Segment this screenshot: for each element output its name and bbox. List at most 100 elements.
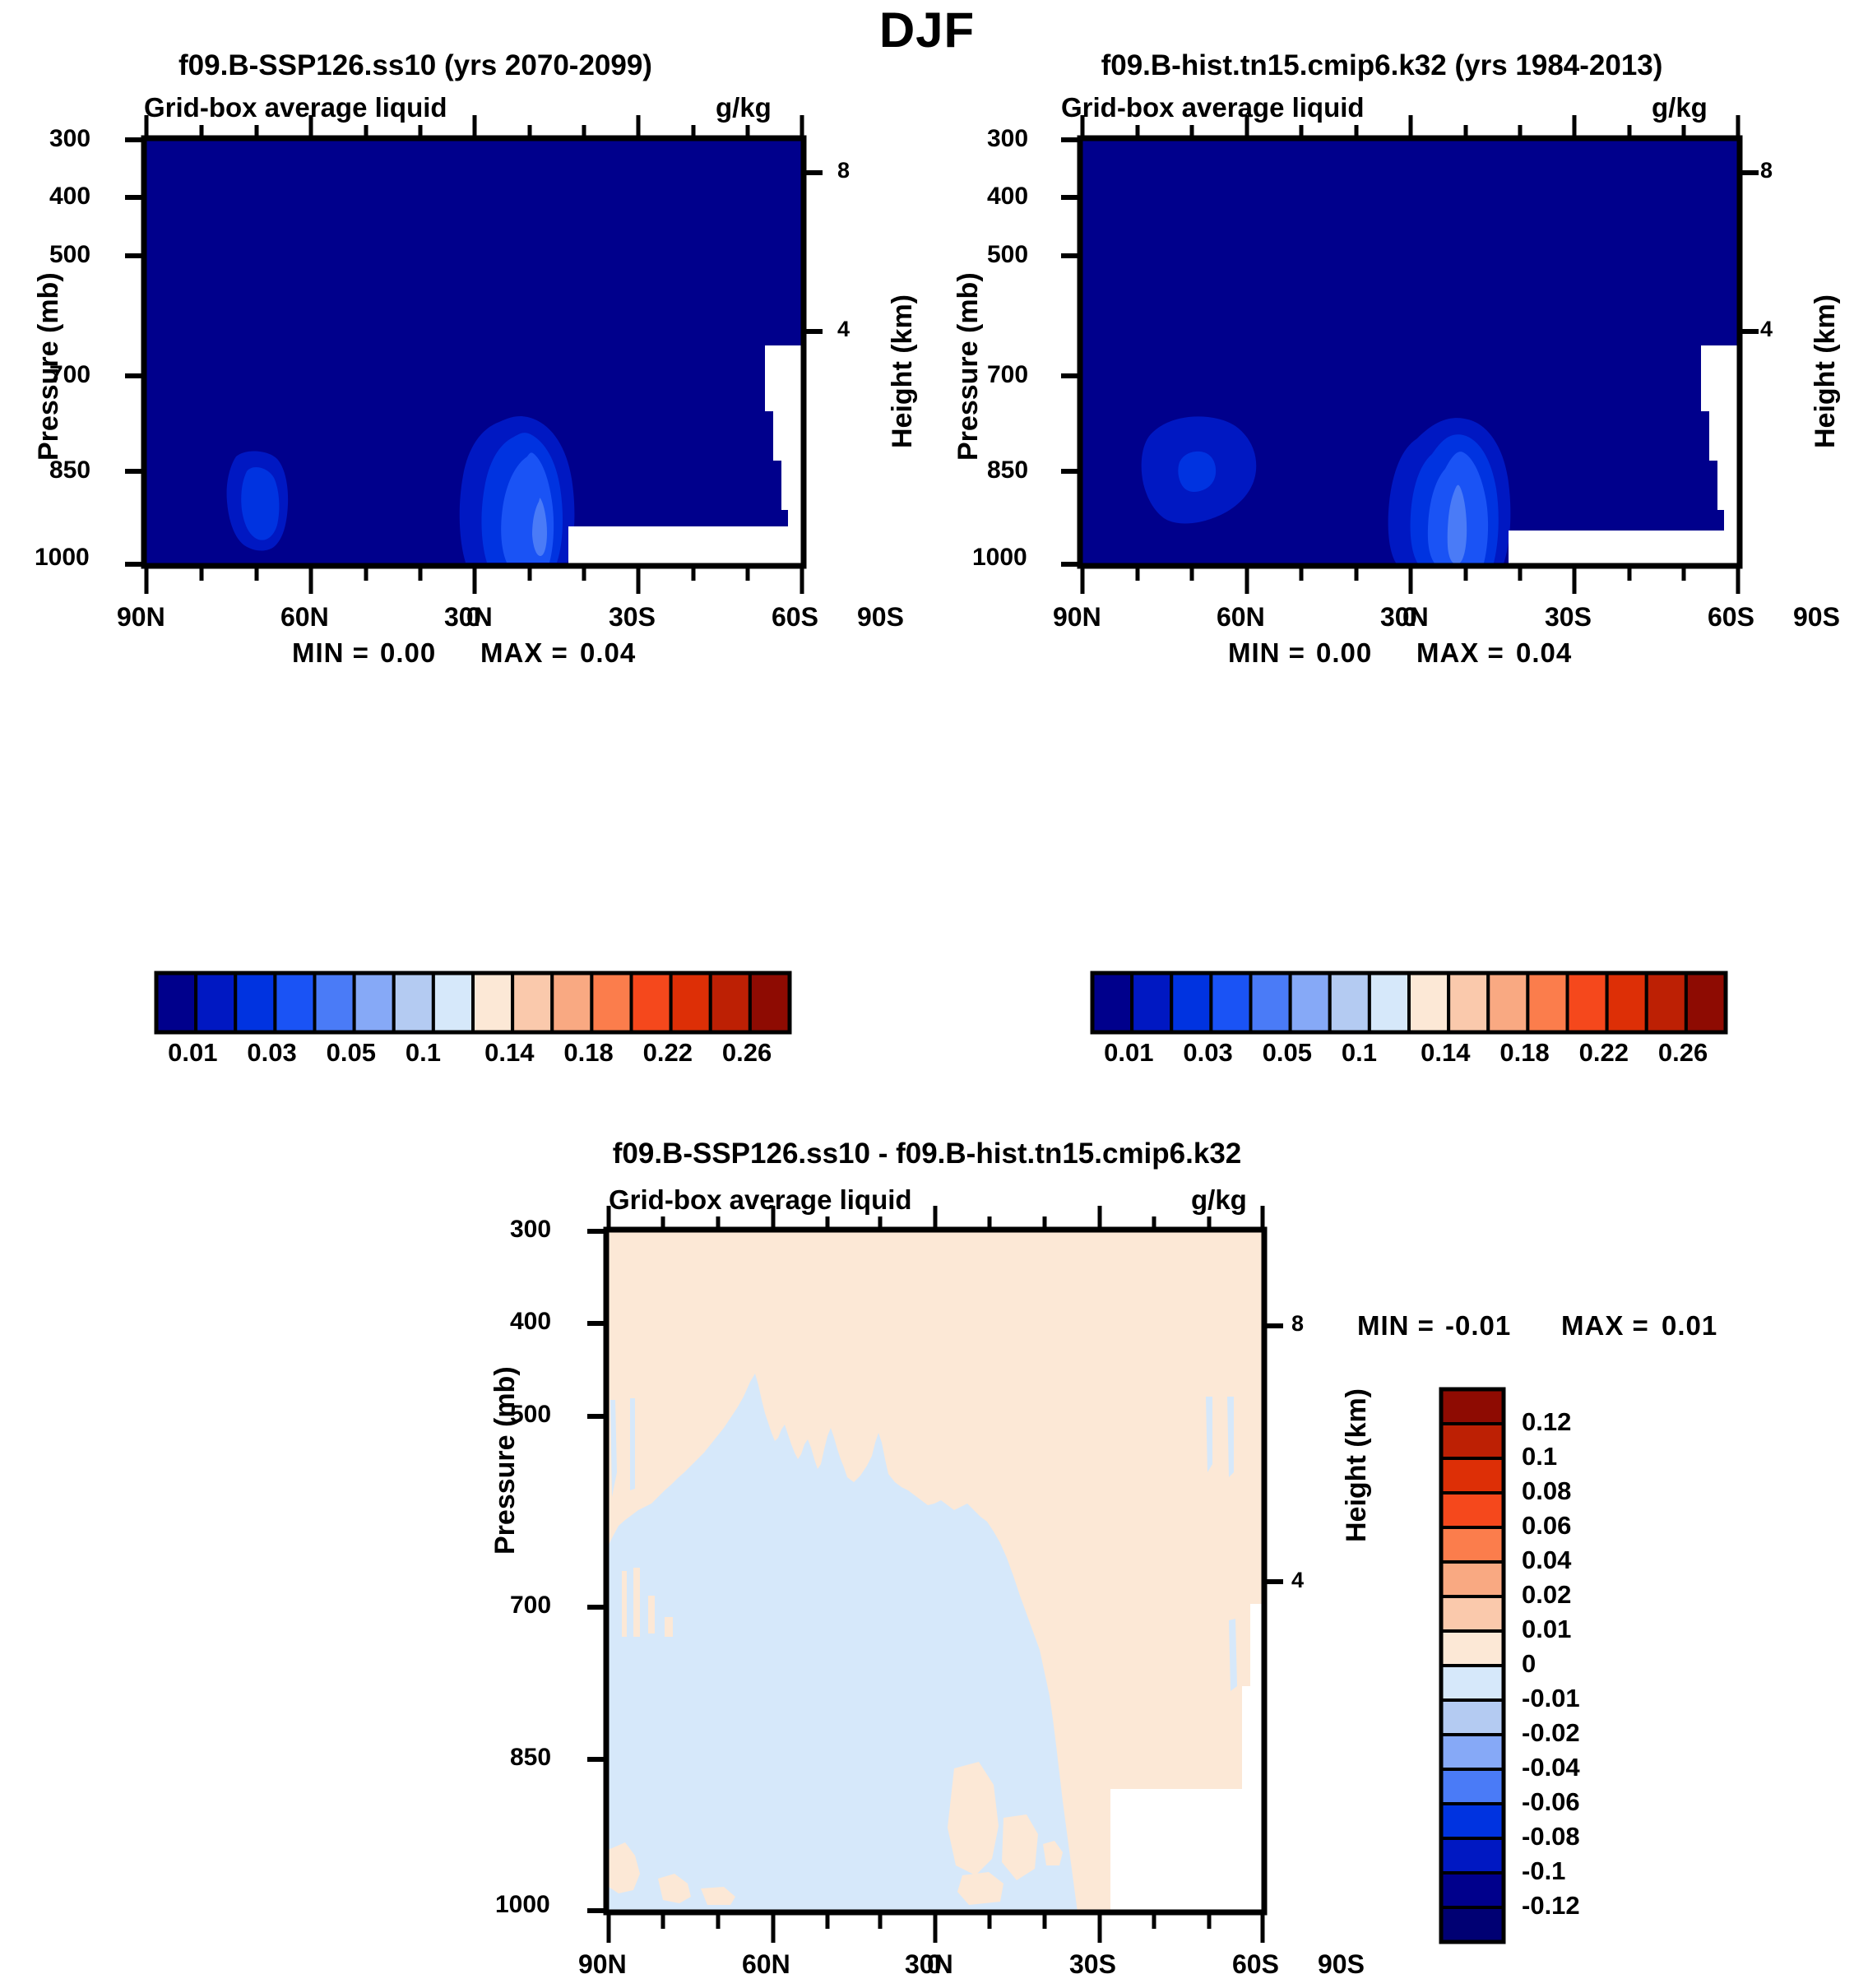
units-label-top-left: g/kg — [716, 92, 772, 123]
colorbar-tick-label: 0.1 — [405, 1038, 441, 1067]
colorbar-tick-label: -0.02 — [1522, 1718, 1580, 1747]
ptick-700-tl: 700 — [49, 361, 91, 388]
colorbar-tick-label: 0.22 — [1578, 1038, 1629, 1067]
plot-top-left — [125, 115, 823, 594]
lat-30N-tl: 30N — [444, 602, 493, 632]
top-ticks-tl — [144, 115, 804, 138]
colorbar-tick-label: -0.04 — [1522, 1753, 1580, 1782]
htick-8-tr: 8 — [1760, 158, 1773, 183]
panel-title-top-left: f09.B-SSP126.ss10 (yrs 2070-2099) — [178, 49, 652, 81]
lat-30N-b: 30N — [905, 1949, 953, 1979]
colorbar-absolute-right-labels: 0.01 0.03 0.05 0.1 0.14 0.18 0.22 0.26 — [927, 1038, 1854, 1079]
ptick-850-b: 850 — [510, 1744, 552, 1771]
colorbar-tick-label: 0.08 — [1522, 1476, 1572, 1505]
plot-bottom — [587, 1206, 1283, 1943]
top-ticks-b — [606, 1206, 1265, 1230]
lat-30S-b: 30S — [1069, 1949, 1116, 1979]
contour-fills-tl — [226, 345, 804, 566]
colorbar-tick-label: 0.01 — [1104, 1038, 1154, 1067]
panel-title-bottom: f09.B-SSP126.ss10 - f09.B-hist.tn15.cmip… — [612, 1138, 1242, 1170]
lat-90S-b: 90S — [1318, 1949, 1365, 1979]
max-value-tl: 0.04 — [580, 637, 637, 668]
top-ticks-tr — [1080, 115, 1740, 138]
colorbar-tick-label: -0.1 — [1522, 1856, 1566, 1885]
colorbar-tick-label: 0.01 — [1522, 1615, 1572, 1643]
ptick-400-b: 400 — [510, 1308, 552, 1335]
colorbar-tick-label: -0.01 — [1522, 1684, 1580, 1712]
colorbar-cell — [1439, 1664, 1505, 1702]
max-label-b: MAX = — [1561, 1310, 1649, 1341]
colorbar-tick-label: 0.22 — [642, 1038, 693, 1067]
figure-title: DJF — [878, 2, 976, 58]
min-value-tr: 0.00 — [1316, 637, 1373, 668]
ptick-300-tr: 300 — [987, 125, 1029, 152]
colorbar-absolute-left-labels: 0.01 0.03 0.05 0.1 0.14 0.18 0.22 0.26 — [0, 1038, 927, 1079]
lat-90N-tr: 90N — [1053, 602, 1101, 632]
ptick-400-tl: 400 — [49, 183, 91, 210]
ptick-1000-tl: 1000 — [35, 544, 90, 571]
lat-0-tl: 0 — [466, 602, 481, 632]
colorbar-tick-label: 0.14 — [1421, 1038, 1471, 1067]
max-label-tl: MAX = — [480, 637, 568, 668]
max-label-tr: MAX = — [1416, 637, 1504, 668]
height-ticks-tl — [802, 170, 823, 334]
lat-0-tr: 0 — [1402, 602, 1417, 632]
colorbar-tick-label: 0.18 — [1499, 1038, 1550, 1067]
colorbar-tick-label: 0.05 — [1262, 1038, 1312, 1067]
height-ticks-b — [1263, 1323, 1283, 1584]
htick-8-b: 8 — [1291, 1311, 1305, 1336]
units-label-bottom: g/kg — [1191, 1184, 1247, 1215]
colorbar-absolute-left[interactable] — [0, 0, 927, 1069]
panel-title-top-right: f09.B-hist.tn15.cmip6.k32 (yrs 1984-2013… — [1101, 49, 1663, 81]
plot-top-right — [1061, 115, 1759, 594]
colorbar-tick-label: 0.06 — [1522, 1511, 1572, 1540]
htick-4-b: 4 — [1291, 1568, 1305, 1592]
colorbar-tick-label: 0.14 — [484, 1038, 535, 1067]
colorbar-tick-label: 0.04 — [1522, 1545, 1572, 1574]
colorbar-tick-label: 0.05 — [326, 1038, 376, 1067]
colorbar-tick-label: 0.03 — [1183, 1038, 1233, 1067]
pressure-ticks-tl — [125, 137, 146, 567]
min-label-tr: MIN = — [1228, 637, 1305, 668]
colorbar-tick-label: -0.08 — [1522, 1822, 1580, 1851]
colorbar-tick-label: 0.02 — [1522, 1580, 1572, 1609]
bottom-ticks-tr — [1080, 566, 1740, 594]
ptick-1000-tr: 1000 — [972, 544, 1027, 571]
colorbar-tick-label: 0.1 — [1522, 1442, 1558, 1471]
max-value-tr: 0.04 — [1516, 637, 1573, 668]
height-ticks-tr — [1738, 170, 1759, 334]
bottom-ticks-tl — [144, 566, 804, 594]
colorbar-tick-label: -0.06 — [1522, 1787, 1580, 1816]
lat-90S-tr: 90S — [1793, 602, 1840, 632]
lat-90N-tl: 90N — [117, 602, 165, 632]
colorbar-tick-label: 0.18 — [563, 1038, 614, 1067]
htick-4-tr: 4 — [1760, 317, 1773, 341]
lat-90S-tl: 90S — [857, 602, 904, 632]
ptick-500-b: 500 — [510, 1401, 552, 1428]
ptick-1000-b: 1000 — [495, 1891, 550, 1918]
ptick-300-b: 300 — [510, 1216, 552, 1243]
ptick-700-b: 700 — [510, 1592, 552, 1619]
ptick-700-tr: 700 — [987, 361, 1029, 388]
colorbar-tick-label: 0.01 — [168, 1038, 218, 1067]
variable-label-bottom: Grid-box average liquid — [609, 1184, 912, 1215]
contour-fills-b — [606, 1374, 1264, 1912]
lat-0-b: 0 — [927, 1949, 942, 1979]
min-value-b: -0.01 — [1445, 1310, 1512, 1341]
min-label-b: MIN = — [1357, 1310, 1435, 1341]
lat-30S-tl: 30S — [609, 602, 656, 632]
lat-60N-b: 60N — [742, 1949, 790, 1979]
colorbar-cell — [1170, 971, 1213, 1034]
colorbar-cell — [1439, 1560, 1505, 1598]
lat-30S-tr: 30S — [1545, 602, 1592, 632]
colorbar-tick-label: 0.26 — [1657, 1038, 1708, 1067]
colorbar-absolute-right[interactable] — [927, 0, 1854, 1069]
colorbar-tick-label: 0.26 — [721, 1038, 772, 1067]
lat-60N-tr: 60N — [1217, 602, 1265, 632]
lat-60N-tl: 60N — [280, 602, 329, 632]
contour-fills-tr — [1141, 345, 1740, 566]
variable-label-top-left: Grid-box average liquid — [144, 92, 447, 123]
lat-90N-b: 90N — [578, 1949, 627, 1979]
colorbar-tick-label: 0.1 — [1341, 1038, 1377, 1067]
